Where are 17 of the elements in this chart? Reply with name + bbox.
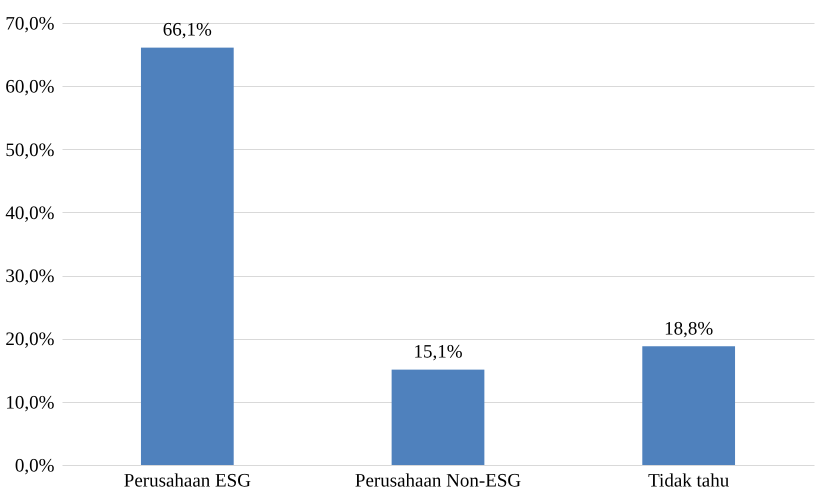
data-label: 18,8% xyxy=(664,318,714,340)
x-tick-label: Tidak tahu xyxy=(648,470,730,492)
y-tick-label: 10,0% xyxy=(5,392,55,414)
y-tick-label: 60,0% xyxy=(5,76,55,98)
bar xyxy=(140,48,234,465)
y-tick-label: 20,0% xyxy=(5,329,55,350)
y-tick-label: 0,0% xyxy=(14,456,55,476)
x-tick-label: Perusahaan Non-ESG xyxy=(354,470,522,492)
x-tick-label: Perusahaan ESG xyxy=(124,470,252,492)
y-tick-label: 50,0% xyxy=(5,140,55,161)
y-tick-label: 30,0% xyxy=(5,266,55,288)
data-label: 66,1% xyxy=(162,20,212,41)
bar xyxy=(392,370,484,465)
bar xyxy=(642,346,736,465)
data-label: 15,1% xyxy=(413,342,463,363)
y-tick-label: 40,0% xyxy=(5,202,55,224)
y-tick-label: 70,0% xyxy=(5,14,55,34)
